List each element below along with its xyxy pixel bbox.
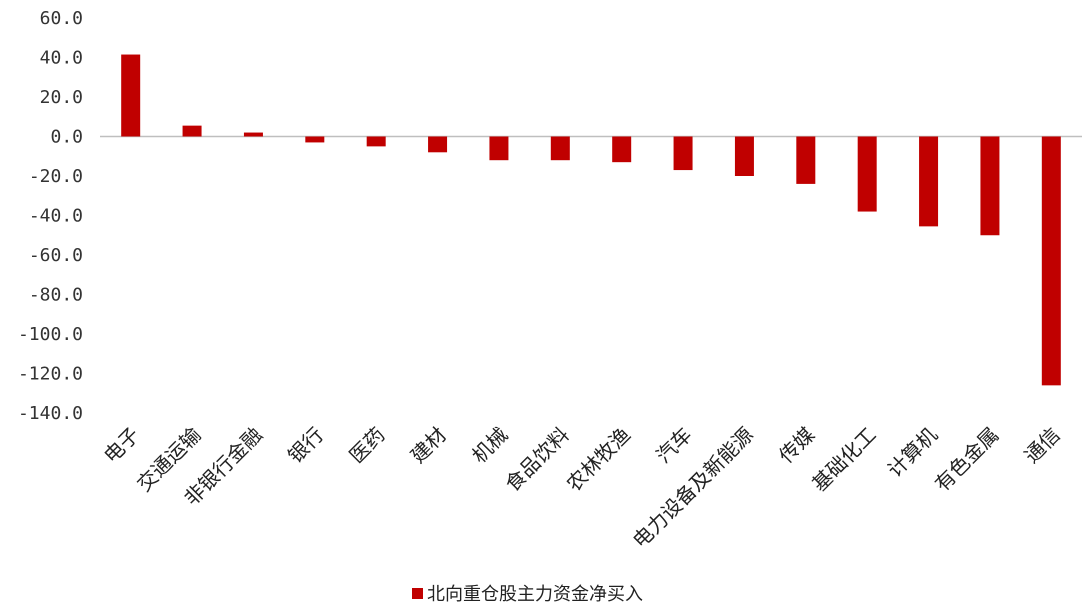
bar (857, 136, 877, 212)
category-label: 通信 (1020, 423, 1065, 468)
category-label: 基础化工 (807, 423, 881, 497)
y-tick-label: -40.0 (29, 206, 83, 227)
legend-label: 北向重仓股主力资金净买入 (427, 584, 643, 605)
y-tick-label: -140.0 (18, 403, 83, 424)
bar (428, 136, 448, 153)
bar (734, 136, 754, 176)
bar (673, 136, 693, 171)
category-label: 银行 (283, 423, 328, 468)
category-label: 医药 (344, 423, 389, 468)
bar (366, 136, 386, 147)
category-label: 机械 (467, 423, 512, 468)
bar (305, 136, 325, 143)
y-tick-label: 40.0 (40, 48, 83, 69)
y-tick-label: -80.0 (29, 285, 83, 306)
y-tick-label: -20.0 (29, 166, 83, 187)
bar (550, 136, 570, 161)
bar (489, 136, 509, 161)
y-tick-label: -60.0 (29, 245, 83, 266)
y-axis-tick-labels: 60.0 40.0 20.0 0.0 -20.0 -40.0 -60.0 -80.0 -100.… (18, 8, 83, 424)
bar (182, 125, 202, 137)
category-label: 食品饮料 (500, 423, 574, 497)
bar (612, 136, 632, 163)
y-tick-label: -100.0 (18, 324, 83, 345)
category-label: 建材 (406, 423, 451, 468)
category-label: 计算机 (883, 423, 942, 482)
y-tick-label: 20.0 (40, 87, 83, 108)
category-label: 电子 (99, 423, 144, 468)
legend-swatch (412, 588, 423, 599)
y-tick-label: -120.0 (18, 364, 83, 385)
bar (121, 54, 141, 137)
bars (121, 54, 1061, 386)
category-label: 有色金属 (930, 423, 1004, 497)
category-label: 农林牧渔 (562, 423, 636, 497)
category-label: 汽车 (651, 423, 696, 468)
y-tick-label: 60.0 (40, 8, 83, 29)
bar (796, 136, 816, 184)
legend: 北向重仓股主力资金净买入 (412, 584, 643, 605)
bar (243, 132, 263, 137)
bar (1041, 136, 1061, 386)
bar (919, 136, 939, 227)
bar (980, 136, 1000, 236)
y-tick-label: 0.0 (50, 127, 83, 148)
category-label: 传媒 (774, 423, 819, 468)
